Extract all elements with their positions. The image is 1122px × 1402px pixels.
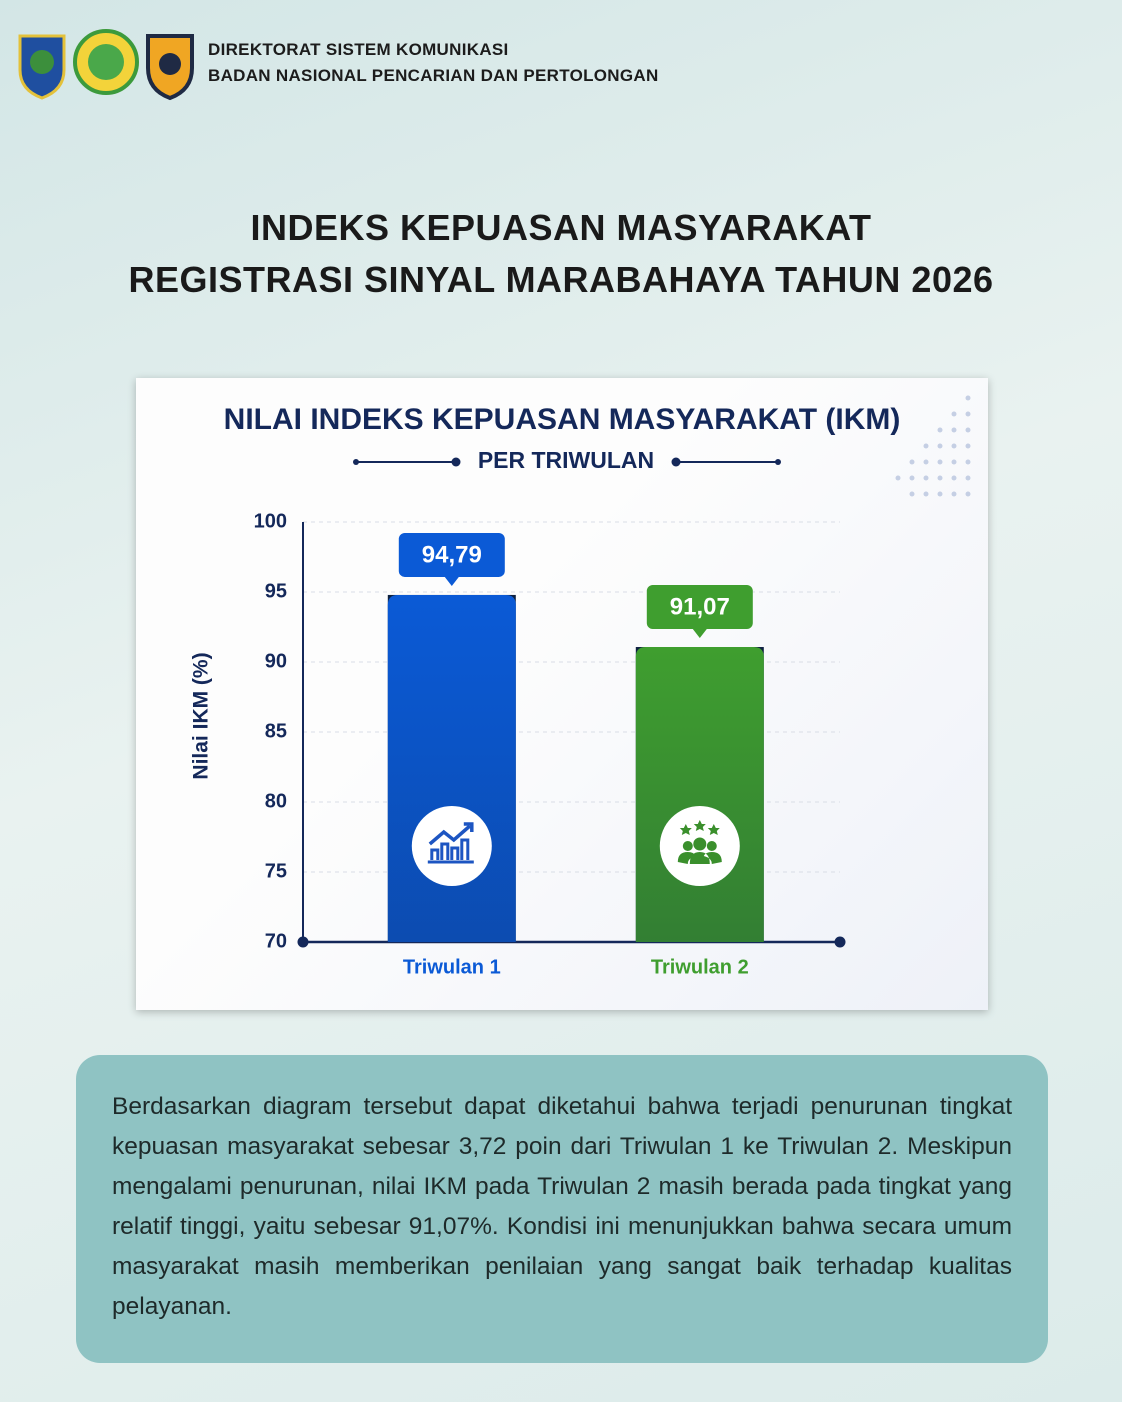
y-tick-label: 90 bbox=[265, 650, 287, 672]
value-label: 91,07 bbox=[670, 593, 730, 620]
y-tick-label: 85 bbox=[265, 720, 287, 742]
logo-3-emblem bbox=[159, 53, 181, 75]
bar bbox=[635, 647, 764, 942]
main-title: INDEKS KEPUASAN MASYARAKAT bbox=[250, 207, 872, 248]
bar-icon bbox=[677, 820, 722, 864]
value-label-bubble bbox=[398, 532, 505, 586]
chart-title: NILAI INDEKS KEPUASAN MASYARAKAT (IKM) bbox=[224, 403, 901, 436]
logos bbox=[18, 29, 194, 101]
value-label-bubble bbox=[646, 585, 753, 639]
bar-icon-bg bbox=[411, 806, 492, 886]
axis-end bbox=[297, 936, 309, 948]
logo-1-emblem bbox=[30, 50, 54, 74]
y-tick-label: 100 bbox=[254, 510, 287, 532]
dot-decoration bbox=[895, 395, 971, 497]
y-axis-label: Nilai IKM (%) bbox=[190, 652, 213, 779]
chart-card: NILAI INDEKS KEPUASAN MASYARAKAT (IKM) P… bbox=[136, 378, 988, 1010]
x-tick-label: Triwulan 2 bbox=[651, 956, 749, 978]
y-tick-label: 80 bbox=[265, 790, 287, 812]
y-tick-label: 70 bbox=[265, 930, 287, 952]
description-box: Berdasarkan diagram tersebut dapat diket… bbox=[76, 1055, 1048, 1363]
axis-end bbox=[834, 936, 846, 948]
logo-2-emblem bbox=[88, 44, 124, 80]
bar bbox=[387, 594, 516, 942]
y-tick-label: 75 bbox=[265, 860, 287, 882]
bar-icon bbox=[427, 822, 474, 864]
subtitle-dot bbox=[353, 459, 359, 465]
subtitle-dot bbox=[775, 459, 781, 465]
main-title: REGISTRASI SINYAL MARABAHAYA TAHUN 2026 bbox=[128, 259, 994, 300]
description: Berdasarkan diagram tersebut dapat diket… bbox=[112, 1093, 1012, 1320]
chart: NILAI INDEKS KEPUASAN MASYARAKAT (IKM) P… bbox=[190, 395, 971, 978]
header-line: BADAN NASIONAL PENCARIAN DAN PERTOLONGAN bbox=[208, 66, 659, 85]
y-tick-label: 95 bbox=[265, 580, 287, 602]
subtitle-dot bbox=[451, 457, 461, 467]
value-label: 94,79 bbox=[422, 541, 482, 568]
header-line: DIREKTORAT SISTEM KOMUNIKASI bbox=[208, 40, 509, 59]
chart-subtitle: PER TRIWULAN bbox=[478, 447, 654, 473]
x-tick-label: Triwulan 1 bbox=[403, 956, 501, 978]
subtitle-dot bbox=[671, 457, 681, 467]
